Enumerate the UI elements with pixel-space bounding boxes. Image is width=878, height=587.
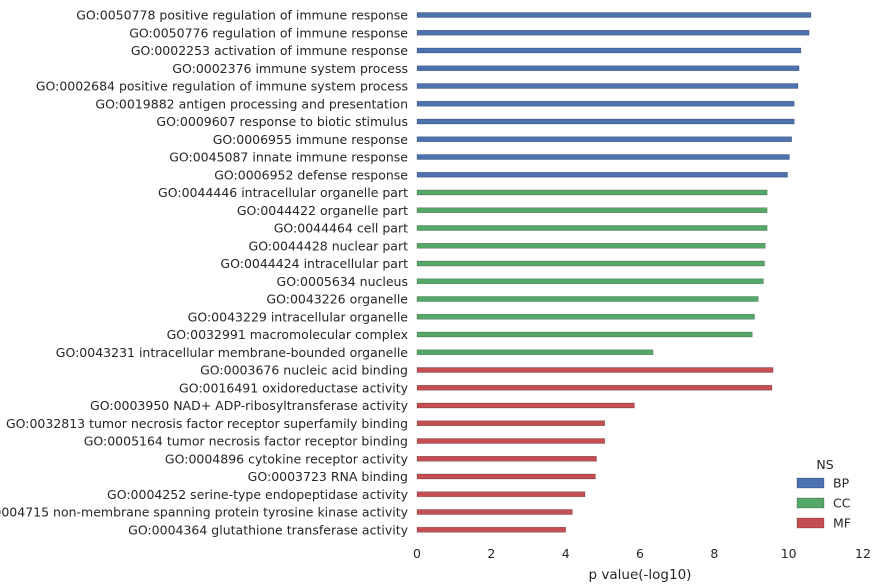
bar-cc (416, 207, 768, 214)
category-label: GO:0043229 intracellular organelle (188, 309, 409, 324)
bar-mf (416, 420, 605, 427)
x-tick-label: 2 (487, 546, 495, 561)
bar-mf (416, 509, 573, 515)
x-tick-label: 0 (413, 546, 421, 561)
category-label: GO:0019882 antigen processing and presen… (95, 96, 408, 111)
category-label: GO:0005634 nucleus (277, 274, 408, 289)
x-tick-label: 6 (636, 546, 644, 561)
bar-cc (416, 260, 765, 267)
bar-mf (416, 526, 566, 533)
bar-bp (416, 136, 792, 143)
x-axis-title: p value(-log10) (589, 567, 692, 583)
bar-mf (416, 384, 773, 391)
category-label: GO:0044422 organelle part (237, 203, 408, 218)
category-label: GO:0044446 intracellular organelle part (158, 185, 408, 200)
category-label: GO:0006952 defense response (214, 167, 408, 182)
legend-swatch-cc (796, 497, 825, 509)
bar-cc (416, 278, 764, 285)
category-label: GO:0004896 cytokine receptor activity (165, 451, 409, 466)
category-label: GO:0009607 response to biotic stimulus (156, 114, 408, 129)
category-label: GO:0050778 positive regulation of immune… (76, 8, 408, 23)
category-label: GO:0016491 oxidoreductase activity (179, 380, 409, 395)
category-label: GO:0003950 NAD+ ADP-ribosyltransferase a… (90, 398, 409, 413)
category-label: GO:0044428 nuclear part (249, 238, 409, 253)
category-label: GO:0044424 intracellular part (220, 256, 408, 271)
bar-bp (416, 12, 812, 18)
category-label: GO:0004364 glutathione transferase activ… (128, 522, 408, 537)
category-label: GO:0003723 RNA binding (248, 469, 408, 484)
bar-cc (416, 296, 759, 302)
bar-bp (416, 171, 788, 178)
legend-swatch-bp (796, 477, 825, 489)
legend-label-mf: MF (833, 516, 851, 531)
category-label: GO:0006955 immune response (213, 132, 409, 147)
category-label: GO:0043226 organelle (266, 292, 408, 307)
legend-swatch-mf (796, 517, 825, 529)
category-label: GO:0043231 intracellular membrane-bounde… (56, 345, 409, 360)
legend: NS BP CC MF (796, 457, 851, 531)
bar-bp (416, 29, 810, 36)
bar-bp (416, 83, 799, 89)
category-label: GO:0003676 nucleic acid binding (200, 363, 408, 378)
bar-bp (416, 65, 800, 72)
category-label: GO:0004715 non-membrane spanning protein… (0, 505, 409, 520)
bar-cc (416, 225, 768, 231)
legend-label-cc: CC (833, 496, 851, 511)
category-label: GO:0002376 immune system process (172, 61, 408, 76)
bars-layer (416, 12, 812, 533)
legend-title: NS (816, 457, 833, 472)
bar-mf (416, 438, 605, 444)
bar-mf (416, 473, 596, 480)
legend-label-bp: BP (833, 476, 850, 491)
bar-cc (416, 313, 755, 320)
x-axis: 0 2 4 6 8 10 12 (413, 546, 871, 561)
x-tick-label: 4 (562, 546, 570, 561)
x-tick-label: 10 (781, 546, 797, 561)
category-label: GO:0002684 positive regulation of immune… (36, 79, 408, 94)
category-labels: GO:0050778 positive regulation of immune… (0, 8, 409, 538)
bar-cc (416, 189, 768, 196)
bar-bp (416, 118, 795, 125)
category-label: GO:0032991 macromolecular complex (167, 327, 408, 342)
category-label: GO:0032813 tumor necrosis factor recepto… (6, 416, 408, 431)
x-tick-label: 8 (710, 546, 718, 561)
bar-bp (416, 47, 802, 54)
category-label: GO:0045087 innate immune response (169, 150, 408, 165)
bar-mf (416, 367, 774, 373)
category-label: GO:0005164 tumor necrosis factor recepto… (84, 434, 408, 449)
bar-cc (416, 242, 766, 249)
category-label: GO:0044464 cell part (274, 221, 408, 236)
category-label: GO:0050776 regulation of immune response (129, 25, 408, 40)
bar-cc (416, 331, 753, 338)
bar-bp (416, 154, 790, 160)
bar-mf (416, 491, 586, 498)
bar-cc (416, 349, 654, 356)
bar-mf (416, 402, 635, 409)
bar-bp (416, 100, 795, 107)
category-label: GO:0002253 activation of immune response (131, 43, 408, 58)
x-tick-label: 12 (855, 546, 871, 561)
category-label: GO:0004252 serine-type endopeptidase act… (107, 487, 409, 502)
bar-mf (416, 455, 597, 462)
